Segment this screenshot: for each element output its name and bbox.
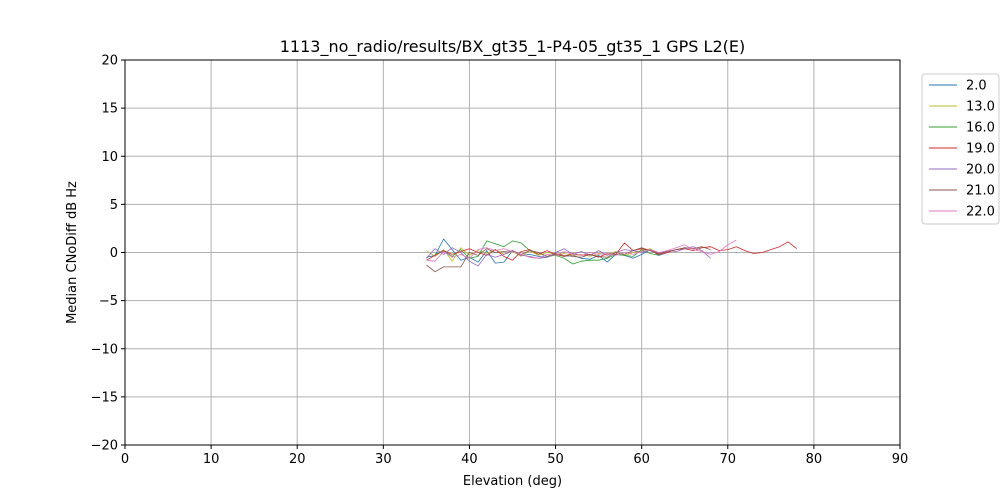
legend-label: 13.0 [966,100,995,115]
y-tick-label: 20 [101,54,118,69]
y-tick-label: 15 [101,102,118,117]
x-axis: 0 10 20 30 40 50 60 70 80 90 [121,445,908,467]
legend-item: 21.0 [929,184,995,199]
series-lines [426,238,797,273]
x-tick-label: 80 [806,452,823,467]
legend-label: 2.0 [966,79,987,94]
legend-item: 16.0 [929,121,995,136]
x-tick-label: 10 [203,452,220,467]
y-axis-label: Median CNoDiff dB Hz [65,181,80,324]
x-axis-label: Elevation (deg) [463,474,562,489]
y-tick-label: 5 [110,198,118,213]
legend-item: 19.0 [929,142,995,157]
legend-frame [921,73,1000,225]
y-tick-label: 10 [101,150,118,165]
x-tick-label: 70 [720,452,737,467]
x-tick-label: 50 [547,452,564,467]
series-line-22-0 [426,239,737,262]
series-line-13-0 [426,247,668,262]
legend-label: 19.0 [966,142,995,157]
legend-item: 2.0 [929,79,987,94]
y-tick-label: 0 [110,246,118,261]
x-tick-label: 20 [289,452,306,467]
legend-label: 16.0 [966,121,995,136]
x-tick-label: 90 [892,452,909,467]
legend-item: 13.0 [929,100,995,115]
x-tick-label: 60 [633,452,650,467]
series-line-20-0 [426,246,711,267]
x-tick-label: 0 [121,452,129,467]
x-tick-label: 40 [461,452,478,467]
legend-label: 20.0 [966,163,995,178]
legend-item: 22.0 [929,205,995,220]
legend-label: 22.0 [966,205,995,220]
y-tick-label: −15 [91,390,118,405]
legend-label: 21.0 [966,184,995,199]
y-tick-label: −20 [91,439,118,454]
chart-title: 1113_no_radio/results/BX_gt35_1-P4-05_gt… [280,37,745,57]
y-tick-label: −5 [99,294,118,309]
x-tick-label: 30 [375,452,392,467]
y-tick-label: −10 [91,342,118,357]
y-axis: 20 15 10 5 0 −5 −10 −15 −20 [91,54,125,454]
legend: 2.0 13.0 16.0 19.0 20.0 21.0 22.0 [921,73,1000,225]
legend-item: 20.0 [929,163,995,178]
